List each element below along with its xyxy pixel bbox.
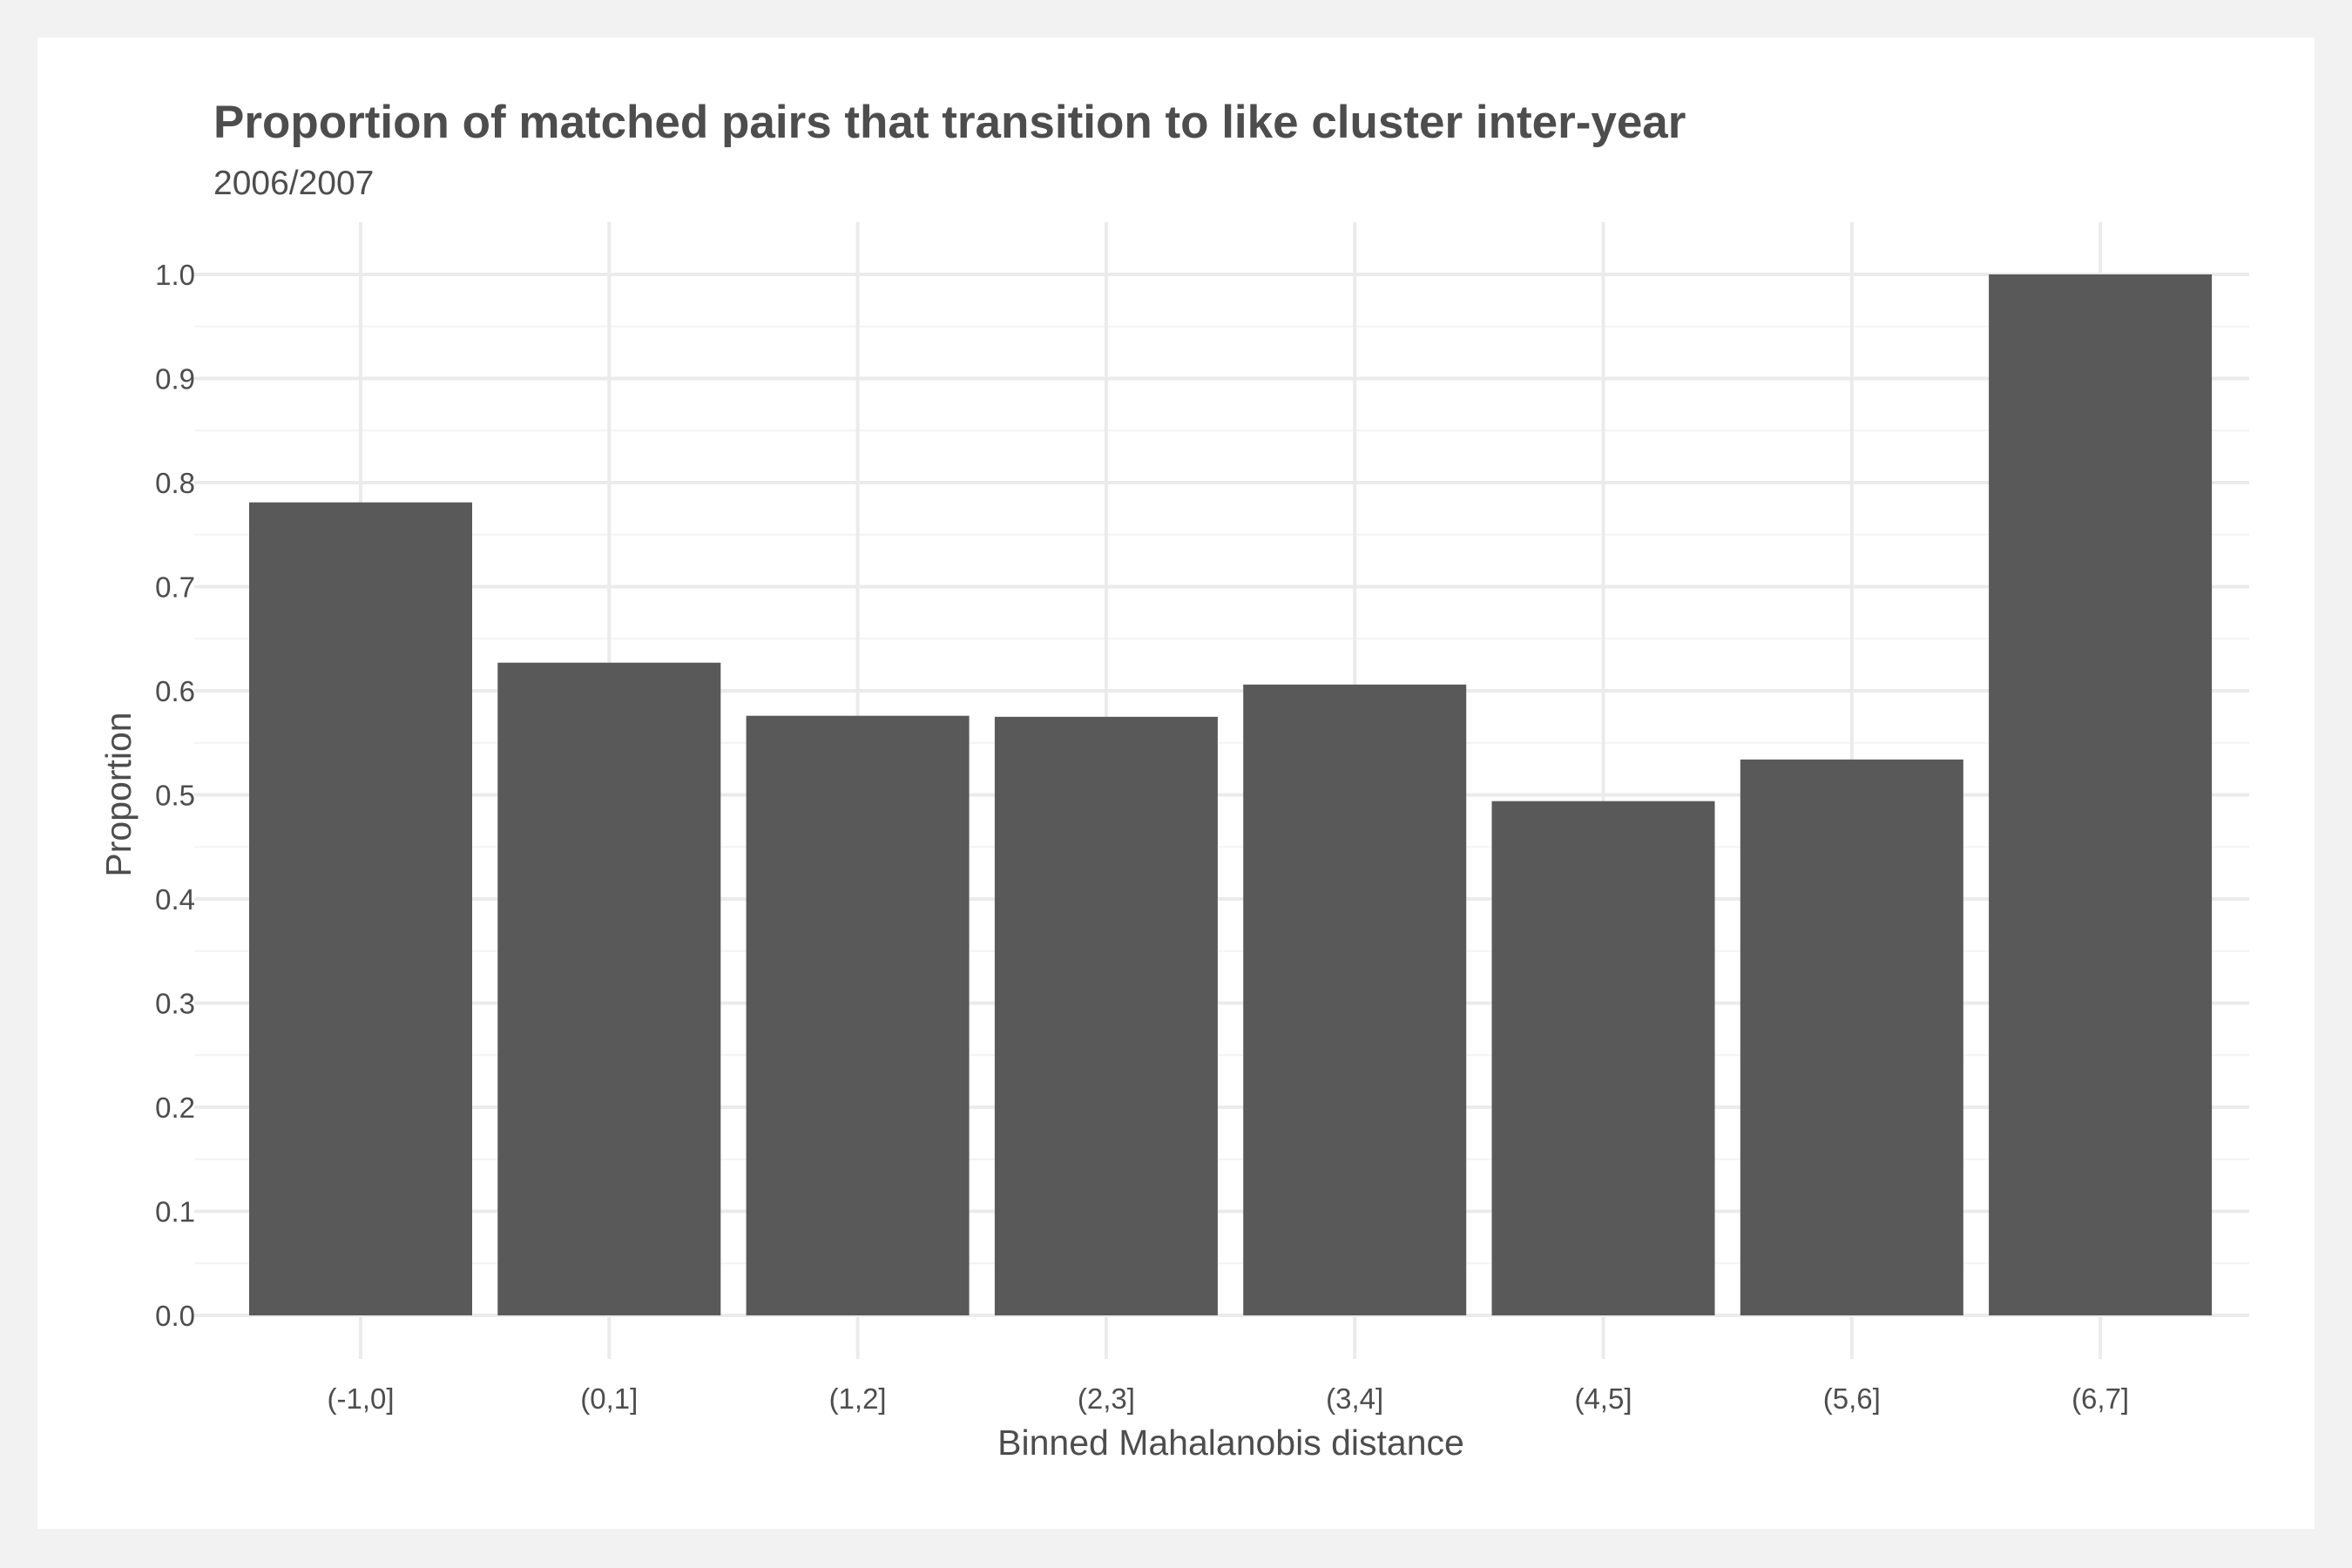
bar-6 xyxy=(1740,759,1963,1315)
chart-subtitle: 2006/2007 xyxy=(213,165,374,202)
y-tick-label: 0.3 xyxy=(155,988,195,1020)
y-tick-label: 0.5 xyxy=(155,780,195,812)
y-tick-label: 0.7 xyxy=(155,571,195,604)
y-tick-label: 0.9 xyxy=(155,363,195,395)
x-axis-ticks: (-1,0] (0,1] (1,2] (2,3] (3,4] (4,5] (5,6] (6,7… xyxy=(327,1382,2129,1415)
x-tick-label: (0,1] xyxy=(580,1382,638,1415)
x-tick-label: (5,6] xyxy=(1823,1382,1881,1415)
bar-1 xyxy=(497,662,721,1315)
y-axis-title: Proportion xyxy=(98,712,139,876)
bar-5 xyxy=(1491,801,1715,1315)
y-tick-label: 0.0 xyxy=(155,1300,195,1332)
y-tick-label: 0.2 xyxy=(155,1092,195,1124)
x-axis-title: Binned Mahalanobis distance xyxy=(997,1423,1464,1463)
y-tick-label: 0.8 xyxy=(155,467,195,499)
y-tick-label: 1.0 xyxy=(155,259,195,291)
bar-2 xyxy=(746,715,970,1315)
x-tick-label: (1,2] xyxy=(829,1382,887,1415)
x-tick-label: (2,3] xyxy=(1078,1382,1135,1415)
x-tick-label: (-1,0] xyxy=(327,1382,394,1415)
bars xyxy=(249,274,2213,1315)
bar-3 xyxy=(994,716,1218,1315)
x-tick-label: (4,5] xyxy=(1574,1382,1632,1415)
y-axis-ticks: 0.0 0.1 0.2 0.3 0.4 0.5 0.6 0.7 0.8 0.9 1.0 xyxy=(155,259,195,1332)
chart-title: Proportion of matched pairs that transit… xyxy=(213,97,1686,148)
x-tick-label: (6,7] xyxy=(2072,1382,2129,1415)
x-tick-label: (3,4] xyxy=(1326,1382,1383,1415)
bar-4 xyxy=(1243,684,1467,1315)
bar-7 xyxy=(1989,274,2213,1315)
y-tick-label: 0.1 xyxy=(155,1196,195,1228)
y-tick-label: 0.6 xyxy=(155,675,195,707)
bar-0 xyxy=(249,502,472,1315)
y-tick-label: 0.4 xyxy=(155,883,195,916)
